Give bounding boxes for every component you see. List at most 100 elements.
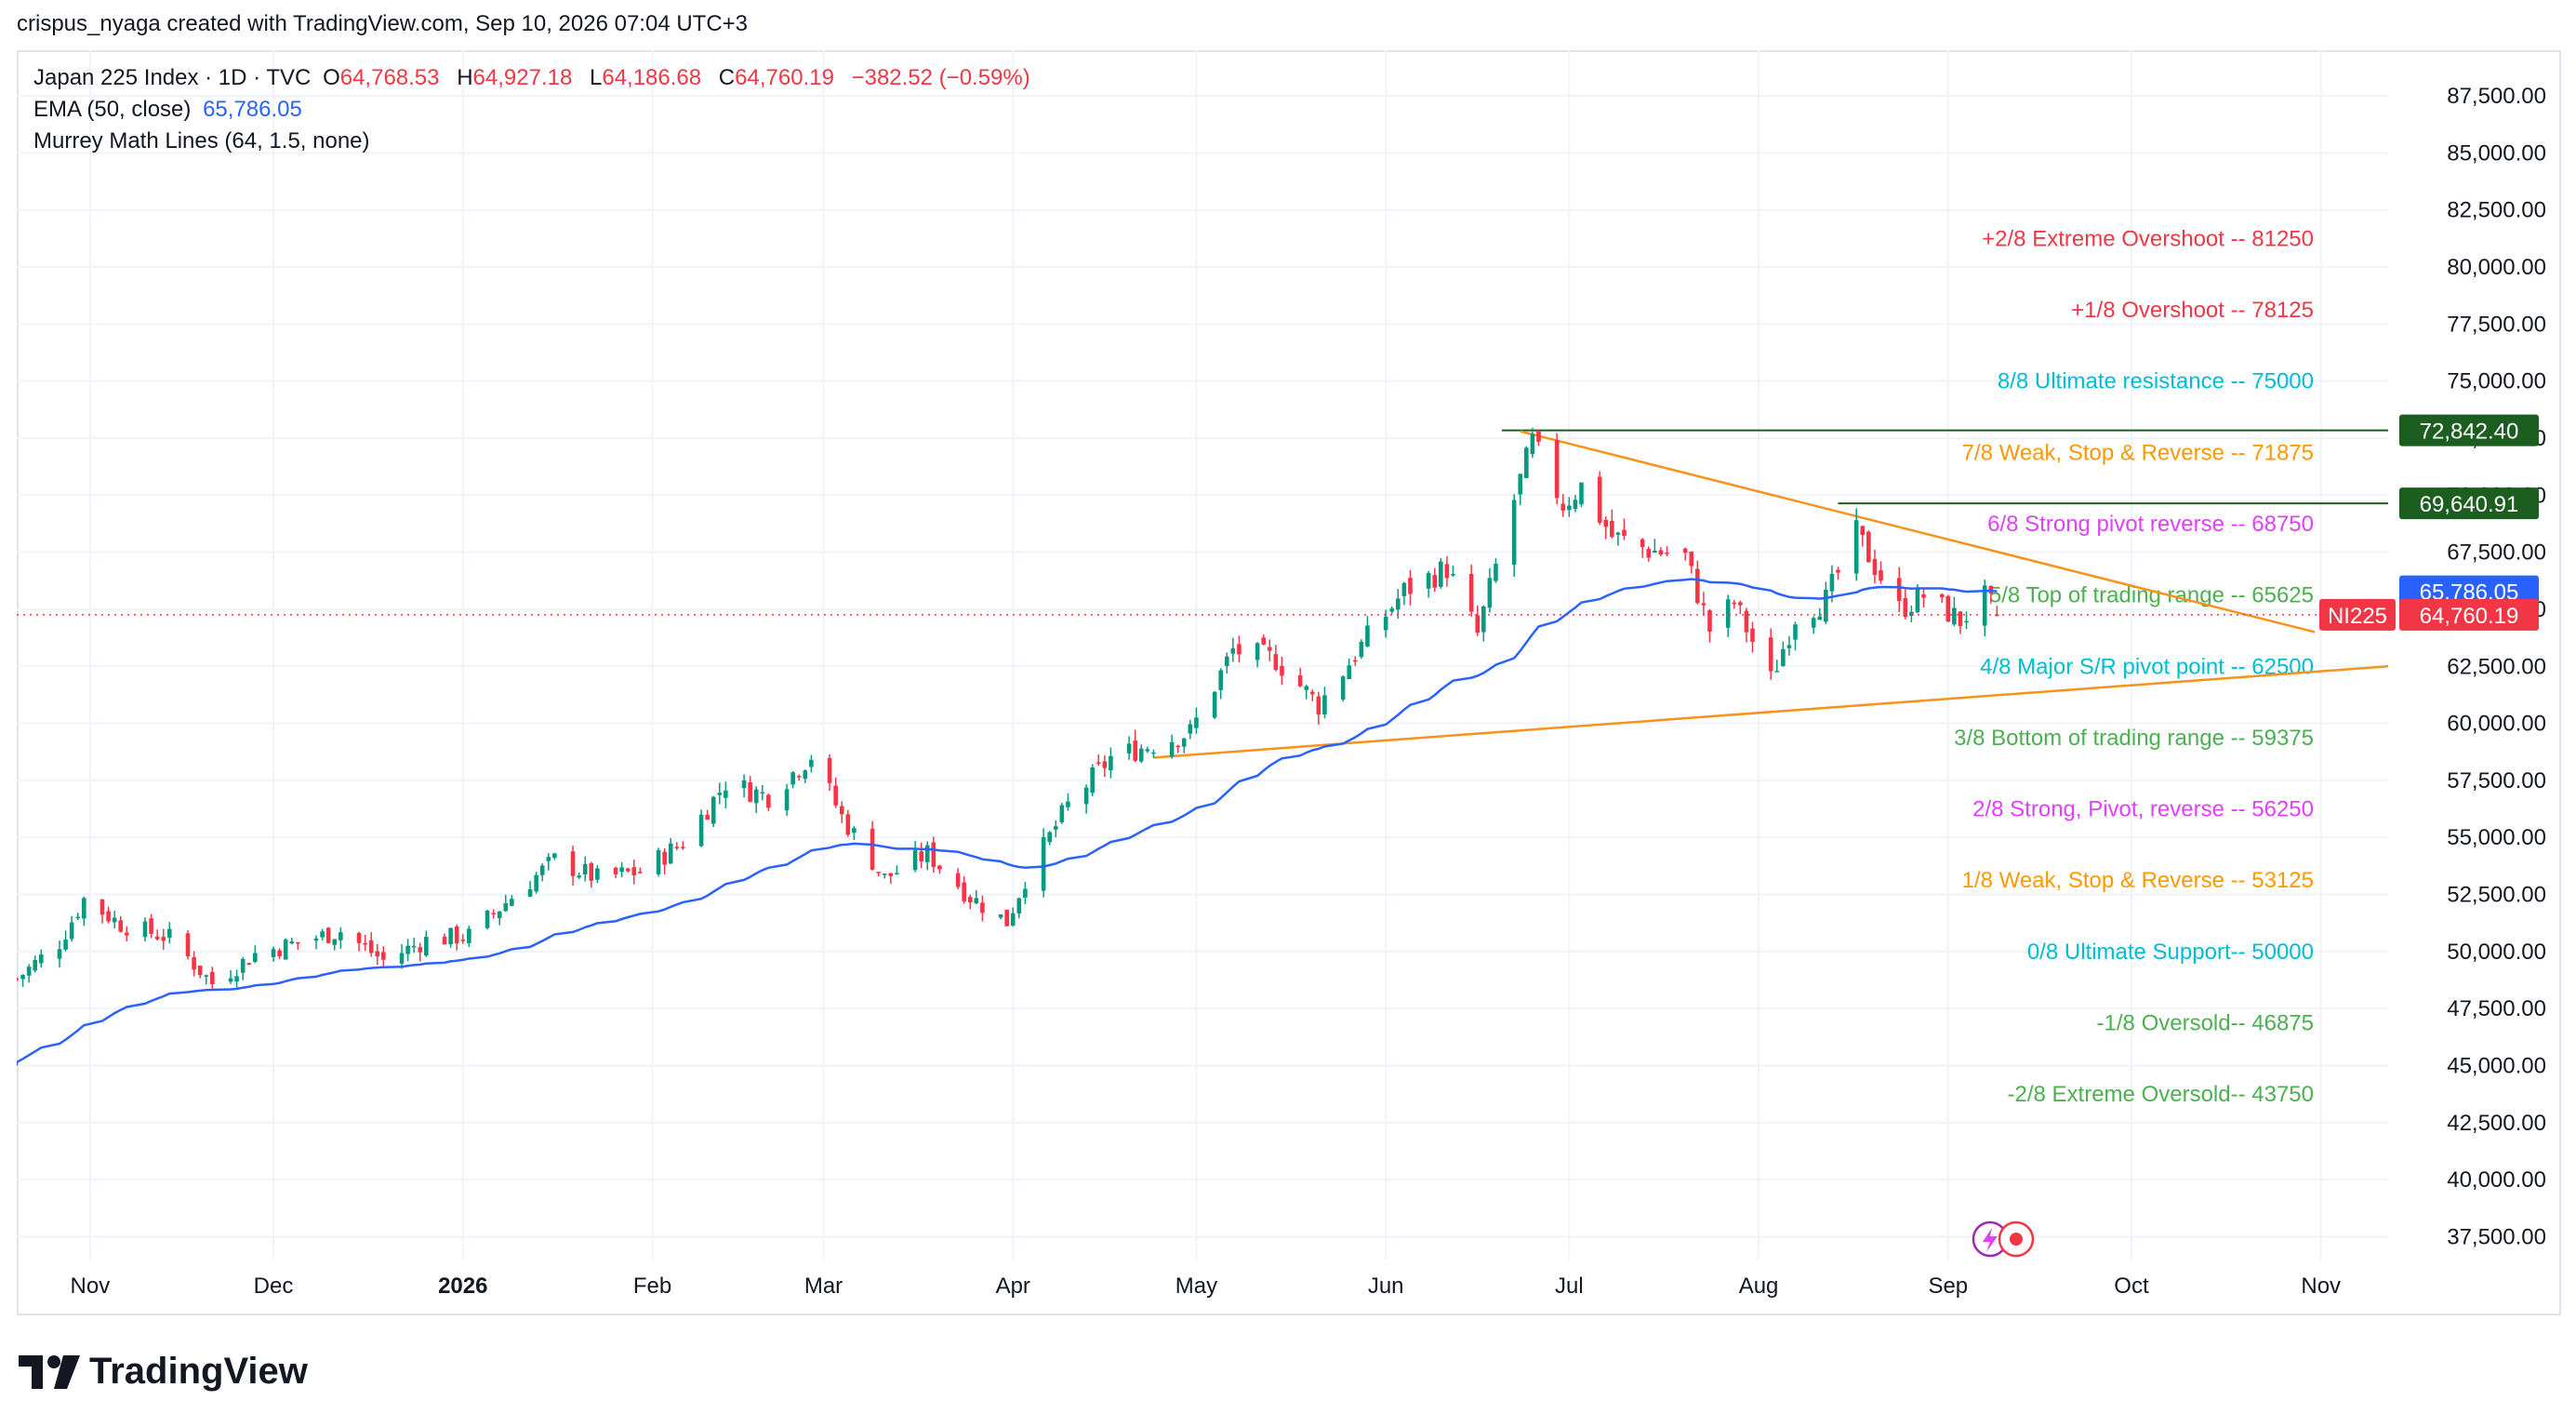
candle-body <box>1573 500 1578 510</box>
candle-body <box>876 872 881 874</box>
candle-body <box>1530 433 1535 455</box>
y-tick-label: 55,000.00 <box>2447 825 2546 850</box>
candle-body <box>1982 585 1987 626</box>
candle-body <box>381 952 386 960</box>
candle-body <box>210 971 215 985</box>
tradingview-logo-text: TradingView <box>89 1351 308 1392</box>
candle-body <box>724 790 728 798</box>
candle-body <box>1309 691 1315 695</box>
candle-body <box>552 853 557 859</box>
candle-body <box>1468 574 1474 612</box>
murrey-line-label: 0/8 Ultimate Support-- 50000 <box>2027 940 2314 965</box>
y-tick-label: 80,000.00 <box>2447 255 2546 280</box>
candle-body <box>1879 570 1883 581</box>
candle-body <box>1230 647 1236 654</box>
candle-body <box>803 770 808 780</box>
candle-body <box>1829 573 1835 592</box>
tradingview-logo-icon <box>19 1354 80 1389</box>
candlesticks <box>17 427 1999 989</box>
candle-body <box>1701 603 1706 606</box>
candle-body <box>741 780 747 788</box>
legend-o-value: 64,768.53 <box>339 65 440 90</box>
candle-body <box>717 793 723 795</box>
candle-body <box>1109 755 1113 771</box>
candle-body <box>1646 549 1652 558</box>
candle-body <box>38 954 44 964</box>
candle-body <box>1188 724 1193 734</box>
candle-body <box>1707 610 1712 633</box>
candle-body <box>1426 573 1431 589</box>
x-tick-label: Nov <box>71 1274 111 1299</box>
candle-body <box>1194 717 1199 728</box>
candle-body <box>539 865 545 875</box>
candle-body <box>1518 473 1523 495</box>
candle-body <box>1560 503 1566 511</box>
candle-body <box>1511 500 1517 566</box>
candle-body <box>1658 550 1664 555</box>
y-tick-label: 75,000.00 <box>2447 369 2546 394</box>
candle-body <box>197 965 203 976</box>
candle-body <box>283 940 288 960</box>
candle-body <box>1126 743 1132 754</box>
candle-body <box>1554 440 1560 499</box>
tradingview-logo[interactable]: TradingView <box>19 1351 308 1393</box>
murrey-line-label: -1/8 Oversold-- 46875 <box>2097 1011 2314 1036</box>
attribution-text: crispus_nyaga created with TradingView.c… <box>17 11 749 36</box>
candle-body <box>1793 624 1798 640</box>
candle-body <box>356 932 362 943</box>
candle-body <box>1774 671 1780 673</box>
candle-body <box>1047 832 1052 843</box>
candle-body <box>20 974 25 980</box>
price-label-bg <box>2399 598 2539 631</box>
candle-body <box>1439 561 1443 587</box>
y-axis: 37,500.00 40,000.00 42,500.00 45,000.00 47,5… <box>2447 84 2546 1249</box>
candle-body <box>1781 648 1786 666</box>
candle-body <box>1597 476 1602 523</box>
candle-body <box>681 847 685 848</box>
candle-body <box>919 851 923 861</box>
candle-body <box>790 772 795 785</box>
candle-body <box>454 926 459 944</box>
y-tick-label: 57,500.00 <box>2447 768 2546 794</box>
candle-body <box>1665 553 1669 554</box>
candle-body <box>1401 582 1407 596</box>
candle-body <box>1836 569 1840 573</box>
candle-body <box>1939 593 1945 598</box>
candle-body <box>313 938 319 941</box>
candle-body <box>1567 505 1572 511</box>
x-axis: Nov Dec 2026 Feb Mar Apr May Jun Jul Aug Sep Oct Nov <box>71 1274 2342 1299</box>
candle-body <box>124 932 129 936</box>
x-tick-label: Sep <box>1928 1274 1968 1299</box>
candle-body <box>852 828 856 834</box>
candle-body <box>1945 595 1951 622</box>
price-chart[interactable]: Nov Dec 2026 Feb Mar Apr May Jun Jul Aug Sep Oct Nov… <box>17 50 2561 1315</box>
candle-body <box>613 867 618 874</box>
candle-body <box>1316 696 1321 715</box>
price-label-text: 64,760.19 <box>2420 604 2519 629</box>
candle-body <box>1010 913 1016 926</box>
y-tick-label: 50,000.00 <box>2447 940 2546 965</box>
murrey-line-label: 1/8 Weak, Stop & Reverse -- 53125 <box>1962 868 2314 893</box>
candle-body <box>1451 574 1455 576</box>
candle-body <box>1053 826 1058 830</box>
candle-body <box>638 872 643 874</box>
ema-line <box>17 578 1998 1066</box>
x-tick-label: Dec <box>254 1274 294 1299</box>
legend-row-murrey[interactable]: Murrey Math Lines (64, 1.5, none) <box>33 128 376 154</box>
candle-body <box>240 958 246 973</box>
candle-body <box>1181 738 1187 747</box>
candle-body <box>1536 430 1541 442</box>
candle-body <box>1487 578 1493 608</box>
legend-row-ema[interactable]: EMA (50, close) 65,786.05 <box>33 97 308 123</box>
murrey-line-label: +1/8 Overshoot -- 78125 <box>2071 298 2314 323</box>
candle-body <box>827 757 832 783</box>
candle-body <box>69 922 74 940</box>
trend-line <box>1520 430 2316 633</box>
legend-o-label: O <box>323 65 340 90</box>
candle-body <box>411 945 417 948</box>
candle-body <box>271 949 276 957</box>
candle-body <box>1653 550 1657 553</box>
candle-body <box>1133 740 1138 761</box>
y-tick-label: 67,500.00 <box>2447 540 2546 566</box>
candle-body <box>1102 761 1108 768</box>
